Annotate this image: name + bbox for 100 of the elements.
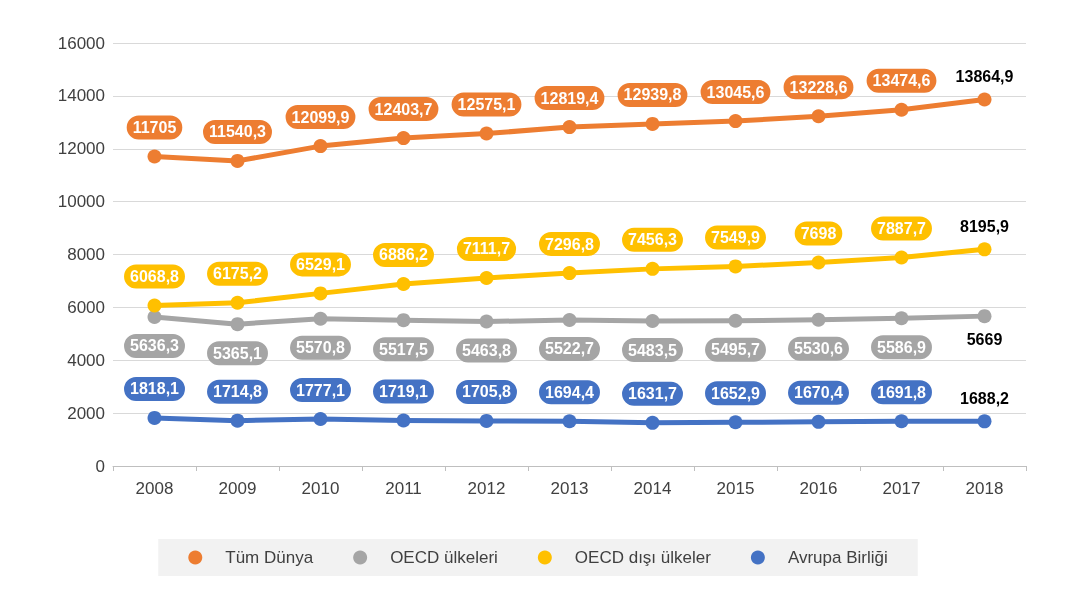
data-label: 1705,8 [462,383,512,401]
y-tick-label: 14000 [57,86,105,106]
data-label: 1670,4 [794,384,844,402]
point [313,412,328,427]
x-tick-label: 2010 [301,479,340,498]
legend-label: OECD dışı ülkeler [574,548,712,567]
y-tick-label: 12000 [57,139,105,159]
point [562,414,577,429]
point [894,102,909,117]
point [230,153,245,168]
x-tick-label: 2013 [550,479,589,498]
x-tick-label: 2017 [882,479,921,498]
point [562,313,577,327]
point [977,242,992,257]
data-label: 1688,2 [960,389,1010,407]
data-label: 1631,7 [628,385,678,403]
point [645,116,660,131]
data-label: 12403,7 [374,100,433,118]
y-tick-label: 2000 [67,403,105,423]
point [562,120,577,135]
point [562,266,577,281]
data-label: 1818,1 [130,380,180,398]
x-tick-label: 2011 [385,479,422,498]
point [147,149,162,164]
data-label: 6175,2 [213,265,263,283]
y-tick-label: 8000 [67,245,105,264]
data-label: 12939,8 [623,86,682,104]
point [479,126,494,141]
point [479,270,494,285]
point [811,414,826,429]
x-tick-label: 2009 [218,479,257,498]
data-label: 13864,9 [955,67,1014,85]
y-tick-label: 10000 [57,192,105,212]
data-label: 13228,6 [789,78,848,96]
data-label: 1691,8 [877,383,927,401]
x-tick-label: 2018 [965,479,1004,498]
y-tick-label: 4000 [67,350,105,370]
data-label: 5522,7 [545,340,595,358]
data-label: 7549,9 [711,228,761,246]
point [230,317,245,332]
data-label: 5365,1 [213,344,263,362]
x-tick-label: 2016 [799,479,838,498]
data-label: 7111,7 [462,240,511,258]
point [977,414,992,429]
point [894,414,909,429]
point [479,413,494,428]
point [811,312,826,327]
point [313,286,328,301]
y-tick-label: 0 [95,456,105,476]
point [230,295,245,310]
data-label: 12819,4 [540,89,599,107]
point [728,415,743,430]
data-label: 12575,1 [457,96,516,114]
point [396,313,411,328]
point [728,259,743,274]
y-tick-label: 6000 [67,297,105,317]
point [728,313,743,328]
data-label: 7887,7 [877,219,927,237]
data-label: 6068,8 [130,268,180,286]
point [147,410,162,425]
data-label: 5495,7 [711,341,761,359]
point [147,309,162,324]
data-label: 6886,2 [379,246,429,264]
point [894,311,909,326]
data-label: 1652,9 [711,384,761,402]
data-label: 13474,6 [872,72,931,90]
point [728,114,743,129]
data-label: 8195,9 [960,217,1010,235]
point [396,131,411,146]
data-label: 13045,6 [706,83,765,101]
data-label: 5669 [966,330,1003,348]
x-tick-label: 2015 [716,479,755,498]
data-label: 5463,8 [462,342,512,360]
x-tick-label: 2014 [633,479,672,498]
data-label: 5530,6 [794,340,844,358]
point [645,261,660,276]
data-label: 5636,3 [130,337,180,355]
point [645,415,660,430]
point [479,314,494,329]
point [313,311,328,326]
point [230,413,245,428]
data-label: 1694,4 [545,383,595,401]
data-label: 5570,8 [296,339,346,357]
point [396,276,411,291]
point [811,109,826,124]
point [977,92,992,107]
data-label: 1777,1 [296,381,346,399]
data-label: 12099,9 [291,108,350,126]
data-label: 7456,3 [628,231,678,249]
point [313,139,328,154]
data-label: 6529,1 [296,255,346,273]
x-tick-label: 2012 [467,479,506,498]
data-label: 11540,3 [209,123,267,141]
legend-label: Avrupa Birliği [787,548,888,567]
data-label: 5483,5 [628,341,678,359]
data-label: 5517,5 [379,340,429,358]
data-label: 11705 [132,119,177,137]
legend-label: Tüm Dünya [225,548,314,567]
point [396,413,411,428]
point [977,309,992,324]
